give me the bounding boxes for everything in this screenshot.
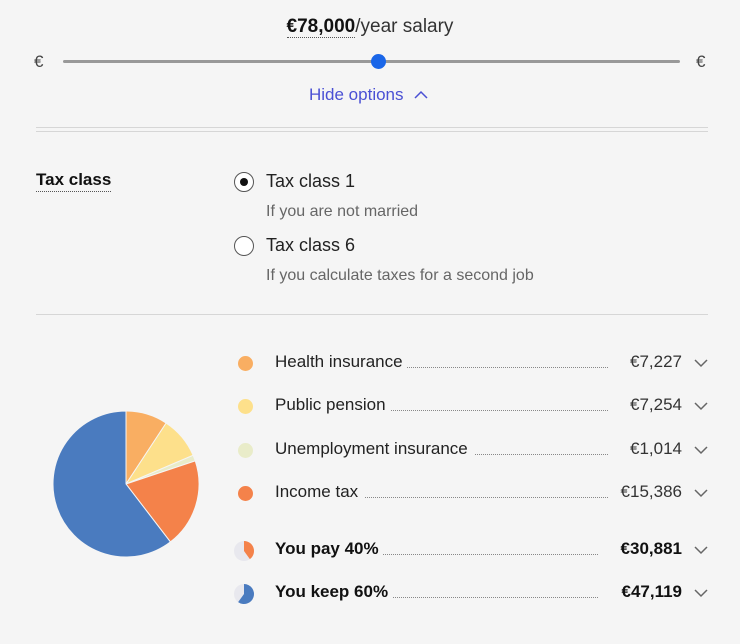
chevron-down-icon[interactable]	[694, 445, 708, 455]
pie-icon-fill	[244, 541, 254, 560]
tax-breakdown-pie-chart	[52, 410, 200, 558]
tax-class-heading: Tax class	[36, 170, 112, 192]
salary-suffix: /year salary	[355, 16, 454, 37]
you-pay-pie-icon	[234, 541, 254, 561]
hide-options-button[interactable]: Hide options	[309, 85, 428, 105]
income-tax-color-dot	[238, 486, 253, 501]
breakdown-row-public-pension[interactable]: Public pension €7,254	[230, 395, 708, 419]
dotted-leader	[365, 497, 608, 498]
dotted-leader	[390, 597, 598, 598]
breakdown-row-unemployment-insurance[interactable]: Unemployment insurance €1,014	[230, 439, 708, 463]
breakdown-row-income-tax[interactable]: Income tax €15,386	[230, 482, 708, 506]
dotted-leader	[475, 454, 608, 455]
slider-max-label: €	[696, 52, 706, 71]
row-value: €47,119	[617, 582, 682, 602]
tax-class-6-radio[interactable]	[234, 236, 254, 256]
tax-class-1-radio[interactable]	[234, 172, 254, 192]
pie-slice-keep	[52, 410, 172, 558]
breakdown-row-you-keep[interactable]: You keep 60% €47,119	[230, 582, 708, 606]
divider	[36, 127, 708, 128]
breakdown-row-health-insurance[interactable]: Health insurance €7,227	[230, 352, 708, 376]
dotted-leader	[375, 410, 608, 411]
row-value: €30,881	[616, 539, 682, 559]
pie-slice-income-tax	[125, 460, 200, 543]
row-value: €7,227	[626, 352, 682, 372]
pie-icon-fill	[238, 584, 254, 604]
tax-class-6-description: If you calculate taxes for a second job	[266, 267, 534, 284]
divider	[36, 131, 708, 132]
unemployment-insurance-color-dot	[238, 443, 253, 458]
row-value: €1,014	[626, 439, 682, 459]
tax-class-6-label[interactable]: Tax class 6	[266, 235, 356, 255]
you-keep-pie-icon	[234, 584, 254, 604]
tax-class-1-description: If you are not married	[266, 203, 419, 220]
row-label: Income tax	[275, 482, 363, 502]
hide-options-label: Hide options	[309, 85, 404, 104]
chevron-down-icon[interactable]	[694, 488, 708, 498]
row-value: €15,386	[616, 482, 682, 502]
dotted-leader	[380, 554, 598, 555]
health-insurance-color-dot	[238, 356, 253, 371]
chevron-down-icon[interactable]	[694, 545, 708, 555]
row-label: You pay 40%	[275, 539, 383, 559]
row-label: Health insurance	[275, 352, 407, 372]
salary-slider[interactable]	[63, 54, 680, 69]
chevron-down-icon[interactable]	[694, 358, 708, 368]
row-label: Public pension	[275, 395, 390, 415]
chevron-down-icon[interactable]	[694, 401, 708, 411]
divider	[36, 314, 708, 315]
breakdown-row-you-pay[interactable]: You pay 40% €30,881	[230, 539, 708, 563]
row-label: You keep 60%	[275, 582, 393, 602]
public-pension-color-dot	[238, 399, 253, 414]
tax-class-1-label[interactable]: Tax class 1	[266, 171, 356, 191]
row-value: €7,254	[626, 395, 682, 415]
salary-slider-thumb[interactable]	[370, 54, 386, 69]
radio-selected-dot	[240, 178, 248, 186]
salary-heading: €78,000/year salary	[0, 16, 740, 38]
dotted-leader	[390, 367, 608, 368]
row-label: Unemployment insurance	[275, 439, 472, 459]
salary-amount[interactable]: €78,000	[286, 16, 356, 38]
chevron-down-icon[interactable]	[694, 588, 708, 598]
slider-min-label: €	[34, 52, 44, 71]
chevron-up-icon	[413, 90, 428, 99]
